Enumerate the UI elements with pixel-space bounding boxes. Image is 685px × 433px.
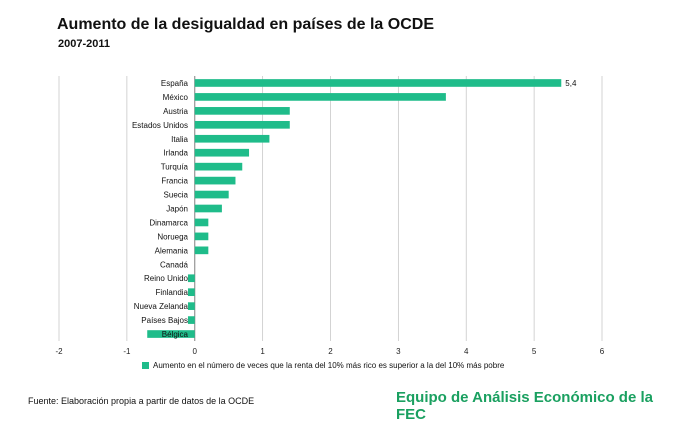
- bar: [194, 148, 250, 157]
- x-tick-label: 0: [193, 347, 198, 356]
- category-label: México: [163, 93, 189, 102]
- category-label: Finlandia: [156, 288, 189, 297]
- legend-label: Aumento en el número de veces que la ren…: [153, 361, 505, 370]
- x-tick-label: 3: [396, 347, 401, 356]
- bar: [187, 288, 195, 297]
- category-label: Italia: [171, 135, 188, 144]
- bar: [194, 218, 209, 227]
- category-label: Reino Unido: [144, 274, 189, 283]
- bar: [194, 176, 236, 185]
- brand-name: Equipo de Análisis Económico de la FEC: [396, 389, 653, 423]
- x-tick-label: -2: [55, 347, 63, 356]
- source-note: Fuente: Elaboración propia a partir de d…: [28, 396, 255, 406]
- bar: [194, 190, 229, 199]
- category-label: Turquía: [161, 163, 189, 172]
- legend-swatch: [142, 362, 149, 369]
- category-label: Francia: [161, 177, 188, 186]
- x-tick-label: 6: [600, 347, 605, 356]
- chart-subtitle: 2007-2011: [58, 38, 110, 50]
- data-label: 5,4: [565, 79, 577, 88]
- category-label: Noruega: [157, 232, 188, 241]
- category-label: Austria: [163, 107, 188, 116]
- category-label: Suecia: [164, 191, 189, 200]
- category-label: Estados Unidos: [132, 121, 188, 130]
- category-label: España: [161, 79, 189, 88]
- bar: [194, 79, 562, 87]
- category-label: Japón: [166, 205, 188, 214]
- bar: [187, 302, 195, 310]
- x-tick-label: 5: [532, 347, 537, 356]
- bar: [187, 274, 195, 283]
- category-label: Alemania: [155, 246, 189, 255]
- category-label: Dinamarca: [149, 218, 188, 227]
- x-tick-label: 1: [260, 347, 265, 356]
- chart-title: Aumento de la desigualdad en países de l…: [57, 16, 434, 33]
- x-tick-label: -1: [123, 347, 131, 356]
- category-label: Países Bajos: [141, 316, 188, 325]
- x-tick-label: 2: [328, 347, 333, 356]
- bar: [194, 134, 270, 143]
- bar: [194, 93, 446, 101]
- x-tick-label: 4: [464, 347, 469, 356]
- legend: Aumento en el número de veces que la ren…: [142, 361, 504, 370]
- category-label: Bélgica: [162, 330, 189, 339]
- category-label: Nueva Zelanda: [134, 302, 189, 311]
- category-label: Canadá: [160, 260, 189, 269]
- category-label: Irlanda: [164, 149, 189, 158]
- bar: [194, 204, 222, 213]
- bar: [194, 162, 243, 171]
- bar: [187, 316, 195, 324]
- bar: [194, 120, 290, 129]
- bar: [147, 330, 195, 338]
- bar: [194, 107, 290, 115]
- bar: [194, 232, 209, 241]
- bar: [194, 246, 209, 255]
